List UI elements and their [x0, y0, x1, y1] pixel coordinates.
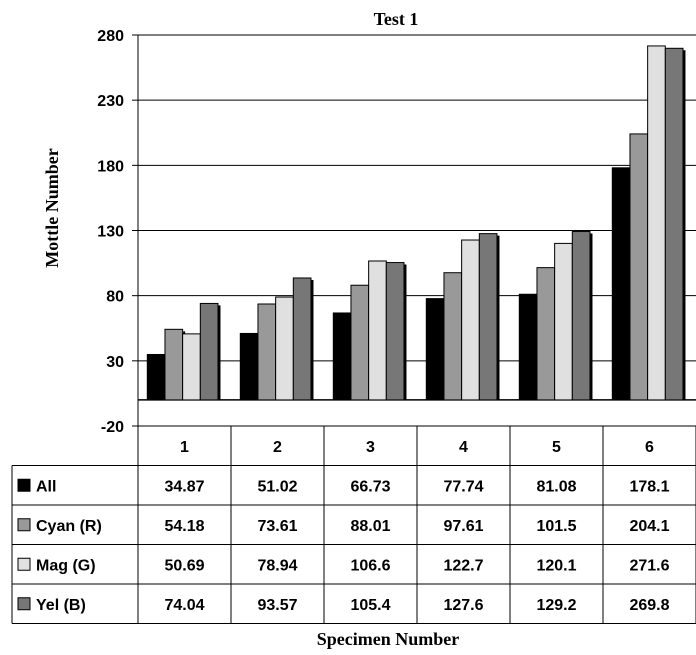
bar: [146, 353, 166, 401]
data-label: 97.61: [443, 518, 483, 535]
y-tick-labels: -20 30 80 130 180 230 280: [97, 28, 139, 436]
data-label: 127.6: [443, 597, 483, 614]
data-label: 101.5: [536, 518, 576, 535]
x-tick-label: 4: [459, 439, 468, 456]
data-label: 129.2: [536, 597, 576, 614]
bar: [350, 284, 370, 401]
data-label: 269.8: [629, 597, 669, 614]
bar: [536, 267, 556, 401]
x-tick-label: 2: [273, 439, 282, 456]
data-label: 204.1: [629, 518, 669, 535]
bar: [275, 296, 294, 401]
data-label: 88.01: [350, 518, 390, 535]
bar: [571, 231, 591, 401]
y-tick-label: 30: [106, 354, 124, 371]
bar: [385, 262, 405, 401]
y-axis-label: Mottle Number: [42, 148, 62, 267]
data-label: 54.18: [164, 518, 204, 535]
y-tick-label: 280: [97, 28, 124, 45]
data-label: 51.02: [257, 478, 297, 495]
bar: [647, 45, 666, 401]
bar: [292, 277, 312, 401]
y-tick-label: 80: [106, 289, 124, 306]
bar: [478, 233, 498, 401]
bar: [518, 293, 538, 401]
legend-entry: Mag (G): [36, 557, 96, 574]
bar: [257, 303, 277, 401]
bar: [554, 242, 573, 401]
legend-swatch: [17, 518, 31, 532]
y-tick-label: 130: [97, 224, 124, 241]
y-tick-label: 180: [97, 158, 124, 175]
data-label: 74.04: [164, 597, 204, 614]
legend-entry: All: [36, 478, 56, 495]
data-label: 106.6: [350, 557, 390, 574]
data-label: 73.61: [257, 518, 297, 535]
bar: [443, 272, 463, 401]
legend-swatch: [17, 597, 31, 611]
y-tick-label: 230: [97, 93, 124, 110]
data-label: 122.7: [443, 557, 483, 574]
data-label: 178.1: [629, 478, 669, 495]
bar: [425, 298, 445, 401]
data-label: 120.1: [536, 557, 576, 574]
bar: [629, 133, 649, 401]
bar: [164, 328, 184, 401]
data-label: 78.94: [257, 557, 297, 574]
legend-swatch: [17, 478, 31, 492]
data-label: 34.87: [164, 478, 204, 495]
bars: [146, 45, 686, 401]
bar: [461, 239, 480, 401]
data-label: 50.69: [164, 557, 204, 574]
legend-entry: Cyan (R): [36, 518, 102, 535]
x-axis-label: Specimen Number: [317, 629, 460, 649]
bar: [239, 332, 259, 401]
bar: [182, 333, 201, 401]
x-tick-label: 6: [645, 439, 654, 456]
x-tick-label: 3: [366, 439, 375, 456]
bar: [611, 167, 631, 401]
data-label: 77.74: [443, 478, 483, 495]
bar: [199, 302, 219, 401]
x-tick-label: 1: [180, 439, 189, 456]
data-label: 271.6: [629, 557, 669, 574]
data-table: 1 2 3 4 5 6 All 34.87 51.02 66.73 77.74 81.08 178.1 C…: [11, 425, 696, 624]
data-label: 105.4: [350, 597, 390, 614]
data-label: 81.08: [536, 478, 576, 495]
bar: [664, 47, 684, 401]
chart-title: Test 1: [374, 9, 419, 29]
data-label: 66.73: [350, 478, 390, 495]
legend-swatch: [17, 557, 31, 571]
bar: [332, 312, 352, 401]
bar: [368, 260, 387, 401]
gridlines: [138, 34, 696, 401]
data-label: 93.57: [257, 597, 297, 614]
legend-entry: Yel (B): [36, 597, 86, 614]
y-tick-label: -20: [101, 419, 124, 436]
x-tick-label: 5: [552, 439, 561, 456]
